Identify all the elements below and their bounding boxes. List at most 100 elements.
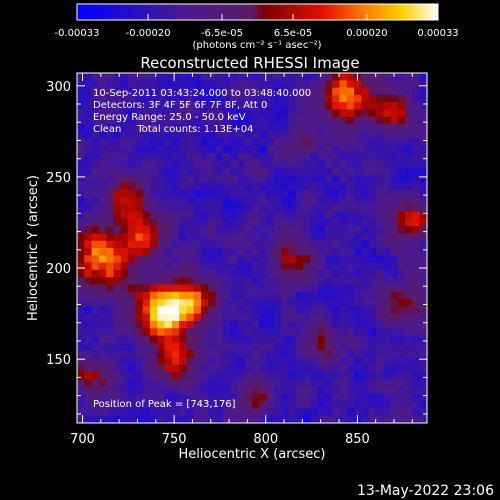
heatmap-cell <box>295 204 304 213</box>
heatmap-cell <box>193 131 202 140</box>
heatmap-cell <box>259 379 268 388</box>
heatmap-cell <box>237 233 246 242</box>
heatmap-cell <box>303 401 311 410</box>
heatmap-cell <box>200 175 209 183</box>
heatmap-cell <box>259 364 268 373</box>
heatmap-cell <box>405 371 414 380</box>
heatmap-cell <box>397 153 406 162</box>
heatmap-cell <box>120 335 129 344</box>
heatmap-cell <box>288 299 297 307</box>
heatmap-cell <box>310 306 319 315</box>
heatmap-cell <box>288 160 297 169</box>
heatmap-cell <box>281 299 290 307</box>
heatmap-cell <box>361 313 370 322</box>
heatmap-cell <box>405 262 414 271</box>
heatmap-cell <box>157 364 166 373</box>
heatmap-cell <box>142 306 151 315</box>
heatmap-cell <box>215 248 224 256</box>
heatmap-cell <box>149 160 158 169</box>
heatmap-cell <box>237 204 246 213</box>
heatmap-cell <box>252 131 260 140</box>
heatmap-cell <box>128 167 136 176</box>
heatmap-cell <box>273 299 282 307</box>
heatmap-cell <box>98 350 107 358</box>
heatmap-cell <box>405 182 414 191</box>
heatmap-cell <box>179 269 187 278</box>
heatmap-cell <box>237 415 246 423</box>
heatmap-cell <box>354 277 362 286</box>
heatmap-cell <box>84 269 93 278</box>
heatmap-cell <box>310 116 319 125</box>
heatmap-cell <box>179 291 187 300</box>
heatmap-cell <box>266 218 275 227</box>
heatmap-cell <box>288 386 297 395</box>
heatmap-cell <box>419 189 427 198</box>
heatmap-cell <box>244 320 253 329</box>
heatmap-cell <box>375 277 384 286</box>
heatmap-cell <box>252 153 260 162</box>
heatmap-cell <box>91 291 100 300</box>
heatmap-cell <box>222 408 231 417</box>
heatmap-cell <box>383 379 392 388</box>
heatmap-cell <box>244 255 253 264</box>
heatmap-cell <box>171 196 180 205</box>
heatmap-cell <box>332 145 341 154</box>
heatmap-cell <box>266 153 275 162</box>
heatmap-cell <box>303 116 311 125</box>
heatmap-cell <box>383 189 392 198</box>
heatmap-cell <box>98 306 107 315</box>
heatmap-cell <box>91 175 100 183</box>
heatmap-cell <box>149 291 158 300</box>
heatmap-cell <box>419 306 427 315</box>
heatmap-cell <box>332 277 341 286</box>
heatmap-cell <box>222 335 231 344</box>
heatmap-cell <box>332 218 341 227</box>
heatmap-cell <box>419 109 427 118</box>
heatmap-cell <box>397 124 406 132</box>
heatmap-cell <box>390 357 399 366</box>
heatmap-cell <box>266 386 275 395</box>
heatmap-cell <box>259 218 268 227</box>
heatmap-cell <box>208 350 217 358</box>
heatmap-cell <box>142 393 151 402</box>
heatmap-cell <box>106 269 115 278</box>
heatmap-cell <box>186 226 195 235</box>
heatmap-cell <box>120 313 129 322</box>
heatmap-cell <box>273 153 282 162</box>
heatmap-cell <box>324 73 333 81</box>
heatmap-cell <box>142 167 151 176</box>
heatmap-cell <box>419 415 427 423</box>
heatmap-cell <box>171 80 180 89</box>
heatmap-cell <box>84 248 93 256</box>
heatmap-cell <box>390 284 399 293</box>
heatmap-cell <box>419 269 427 278</box>
heatmap-cell <box>222 167 231 176</box>
heatmap-cell <box>91 218 100 227</box>
heatmap-cell <box>186 204 195 213</box>
heatmap-cell <box>259 240 268 249</box>
heatmap-cell <box>412 80 421 89</box>
heatmap-cell <box>244 248 253 256</box>
heatmap-cell <box>91 364 100 373</box>
heatmap-cell <box>412 299 421 307</box>
heatmap-cell <box>368 226 377 235</box>
heatmap-cell <box>171 393 180 402</box>
heatmap-cell <box>179 196 187 205</box>
heatmap-cell <box>157 393 166 402</box>
heatmap-cell <box>339 306 348 315</box>
heatmap-cell <box>288 94 297 103</box>
heatmap-cell <box>215 102 224 111</box>
heatmap-cell <box>310 167 319 176</box>
heatmap-cell <box>252 320 260 329</box>
heatmap-cell <box>295 306 304 315</box>
x-axis-label: Heliocentric X (arcsec) <box>179 447 326 462</box>
heatmap-cell <box>310 371 319 380</box>
heatmap-cell <box>390 218 399 227</box>
heatmap-cell <box>164 328 173 337</box>
heatmap-cell <box>171 248 180 256</box>
heatmap-cell <box>405 94 414 103</box>
heatmap-cell <box>149 255 158 264</box>
heatmap-cell <box>98 262 107 271</box>
heatmap-cell <box>412 189 421 198</box>
heatmap-cell <box>266 211 275 220</box>
